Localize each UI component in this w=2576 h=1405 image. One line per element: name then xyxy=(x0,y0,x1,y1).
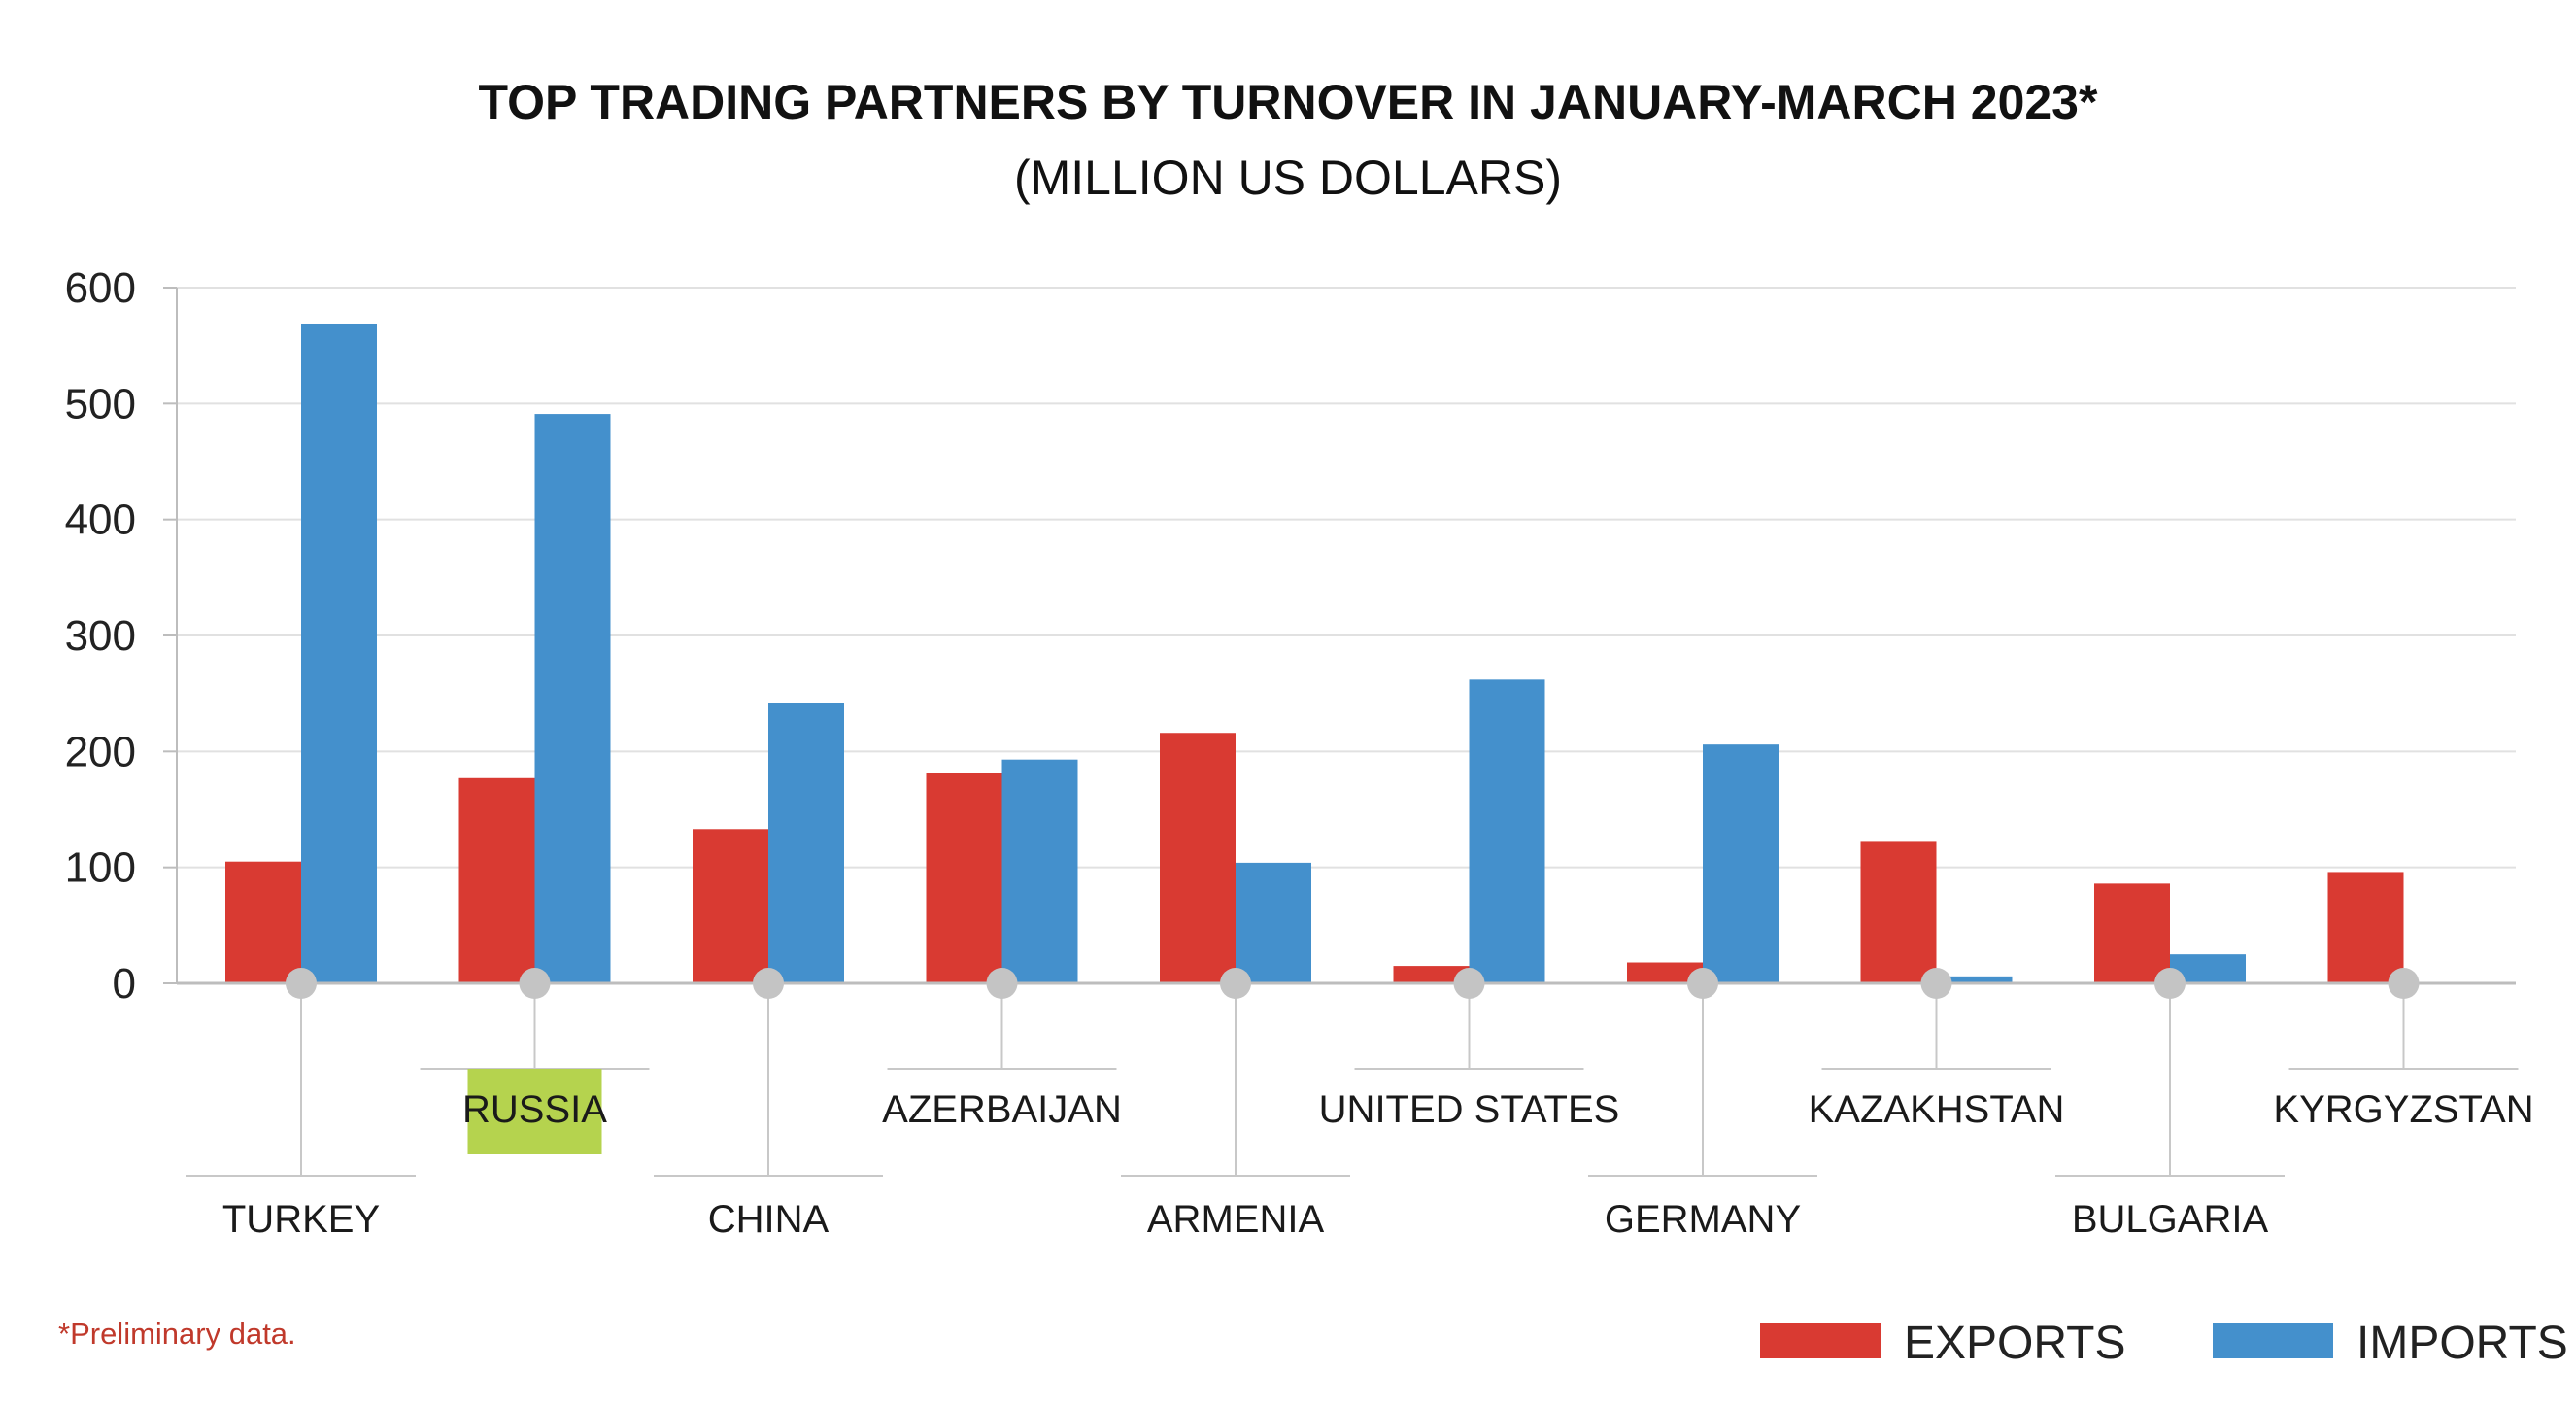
category-marker xyxy=(1220,968,1251,999)
legend-label: EXPORTS xyxy=(1904,1318,2126,1369)
bar-exports xyxy=(1627,962,1703,983)
category-label: CHINA xyxy=(708,1198,830,1241)
bar-exports xyxy=(2094,883,2170,983)
bar-imports xyxy=(1001,759,1078,983)
bar-imports xyxy=(301,323,377,983)
y-tick-label: 400 xyxy=(65,497,136,544)
category-marker xyxy=(1687,968,1718,999)
bar-exports xyxy=(1393,966,1470,983)
y-tick-label: 500 xyxy=(65,380,136,428)
category-highlight xyxy=(467,1069,602,1154)
y-tick-label: 100 xyxy=(65,844,136,892)
bar-imports xyxy=(534,414,611,983)
legend-swatch xyxy=(1760,1323,1881,1358)
category-marker xyxy=(286,968,317,999)
category-marker xyxy=(1453,968,1485,999)
category-labels: TURKEY RUSSIA CHINA AZERBAIJAN ARMENIA UNITED… xyxy=(186,968,2534,1241)
category-marker xyxy=(519,968,551,999)
bar-imports xyxy=(768,702,844,983)
bar-imports xyxy=(1703,744,1779,983)
bar-exports xyxy=(926,773,1002,983)
bar-exports xyxy=(1860,841,1937,983)
category-label: GERMANY xyxy=(1605,1198,1801,1241)
category-marker xyxy=(986,968,1018,999)
footnote: *Preliminary data. xyxy=(58,1317,296,1351)
bar-imports xyxy=(1936,976,2013,983)
bar-imports xyxy=(1236,862,1311,983)
category-label: UNITED STATES xyxy=(1319,1088,1620,1131)
chart-subtitle: (MILLION US DOLLARS) xyxy=(1014,151,1562,205)
legend: EXPORTS IMPORTS xyxy=(1760,1318,2568,1369)
category-label: AZERBAIJAN xyxy=(882,1088,1122,1131)
y-tick-label: 600 xyxy=(65,264,136,312)
category-label: ARMENIA xyxy=(1147,1198,1325,1241)
bar-exports xyxy=(2327,872,2404,983)
category-label: KYRGYZSTAN xyxy=(2273,1088,2533,1131)
y-tick-label: 200 xyxy=(65,728,136,775)
bar-exports xyxy=(1160,733,1236,983)
category-label: TURKEY xyxy=(222,1198,380,1241)
y-tick-label: 300 xyxy=(65,612,136,660)
category-label: BULGARIA xyxy=(2072,1198,2269,1241)
legend-label: IMPORTS xyxy=(2356,1318,2568,1369)
category-marker xyxy=(2388,968,2420,999)
y-tick-label: 0 xyxy=(113,960,136,1008)
bar-exports xyxy=(693,829,768,983)
bars xyxy=(225,323,2480,983)
category-marker xyxy=(1920,968,1952,999)
bar-exports xyxy=(225,861,301,983)
category-label: KAZAKHSTAN xyxy=(1809,1088,2065,1131)
chart-title: TOP TRADING PARTNERS BY TURNOVER IN JANU… xyxy=(479,75,2098,129)
legend-swatch xyxy=(2213,1323,2333,1358)
category-marker xyxy=(2154,968,2186,999)
bar-imports xyxy=(1469,679,1545,983)
y-axis: 0 100 200 300 400 500 600 xyxy=(65,264,178,1008)
bar-exports xyxy=(458,777,535,983)
category-marker xyxy=(753,968,784,999)
category-label: RUSSIA xyxy=(462,1088,607,1131)
